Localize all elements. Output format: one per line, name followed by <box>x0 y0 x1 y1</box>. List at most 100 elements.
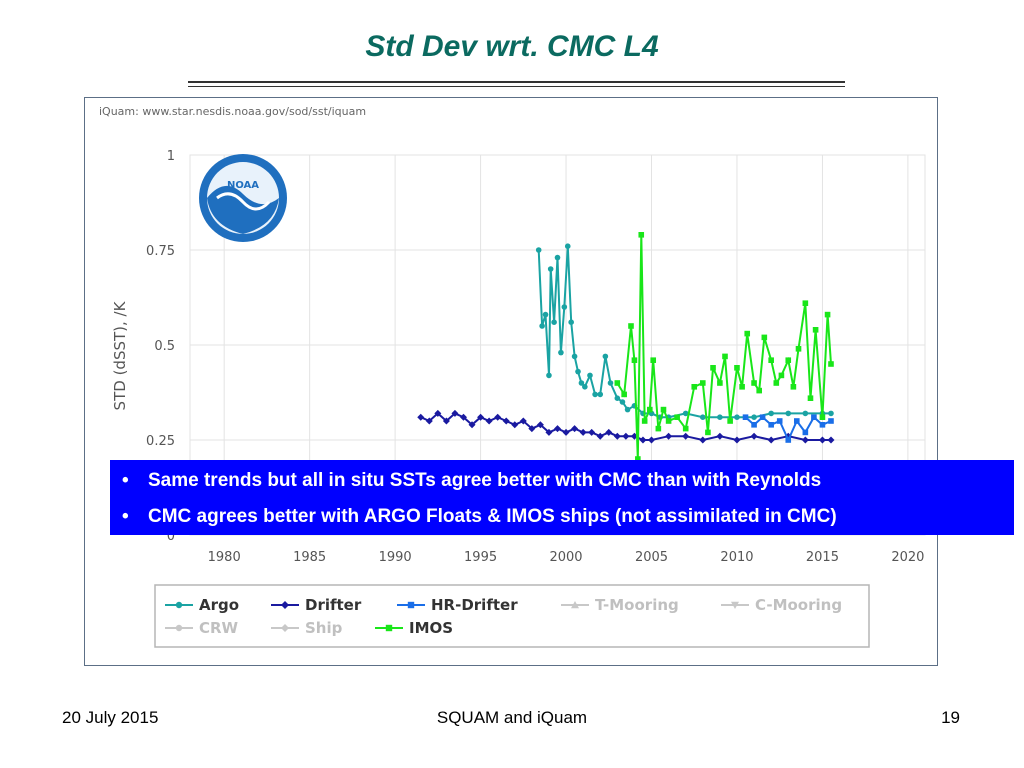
data-point <box>575 368 581 375</box>
data-point <box>828 418 834 424</box>
data-point <box>785 410 792 417</box>
legend-label: T-Mooring <box>595 596 679 614</box>
data-point <box>425 417 433 425</box>
data-point <box>614 395 621 402</box>
data-point <box>682 425 689 432</box>
data-point <box>485 417 493 425</box>
data-point <box>674 414 680 420</box>
data-point <box>536 421 544 429</box>
data-point <box>802 410 809 417</box>
data-point <box>717 414 723 421</box>
data-point <box>807 395 814 401</box>
legend-label: Ship <box>305 619 343 637</box>
data-point <box>562 428 570 436</box>
y-tick-label: 0 <box>167 529 175 544</box>
data-point <box>564 243 571 249</box>
data-point <box>761 334 768 341</box>
legend-item: Argo <box>165 596 239 614</box>
data-point <box>739 384 745 390</box>
series-imos <box>614 232 834 462</box>
data-point <box>468 421 476 429</box>
legend-item: Ship <box>271 619 343 637</box>
data-point <box>519 417 527 425</box>
legend-item: HR-Drifter <box>397 596 518 614</box>
x-tick-label: 1980 <box>208 550 241 565</box>
legend-item: Drifter <box>271 596 362 614</box>
data-point <box>742 414 749 420</box>
data-point <box>635 456 641 462</box>
data-point <box>751 380 757 386</box>
data-point <box>614 380 621 386</box>
data-point <box>824 311 831 318</box>
noaa-logo-text: NOAA <box>227 180 259 191</box>
y-tick-label: 1 <box>167 149 175 164</box>
legend-marker <box>175 601 183 609</box>
data-point <box>561 304 568 310</box>
data-point <box>819 422 826 428</box>
data-point <box>546 372 552 379</box>
legend-marker <box>175 624 183 632</box>
data-point <box>768 357 774 363</box>
legend-item: C-Mooring <box>721 596 842 614</box>
legend-marker <box>407 601 415 609</box>
data-point <box>417 413 425 421</box>
data-point <box>818 436 826 444</box>
data-point <box>750 432 758 440</box>
data-point <box>494 413 502 421</box>
data-point <box>597 391 604 398</box>
data-point <box>535 247 542 253</box>
bullet-text: Same trends but all in situ SSTs agree b… <box>148 470 822 491</box>
legend-marker <box>281 624 289 632</box>
data-point <box>571 353 578 360</box>
data-point <box>558 349 564 356</box>
data-point <box>542 311 549 318</box>
data-point <box>790 384 797 390</box>
data-point <box>768 422 774 428</box>
data-point <box>778 372 785 379</box>
legend-item: T-Mooring <box>561 596 679 614</box>
data-point <box>596 432 604 440</box>
data-point <box>641 418 648 424</box>
data-point <box>828 410 834 417</box>
title-rule-top <box>188 81 845 83</box>
data-point <box>776 418 783 424</box>
y-tick-label: 0.75 <box>146 244 175 259</box>
noaa-logo-icon: NOAA <box>199 154 287 242</box>
data-point <box>605 428 613 436</box>
footer-title: SQUAM and iQuam <box>436 708 588 727</box>
data-point <box>528 425 536 433</box>
legend-label: Argo <box>199 596 239 614</box>
data-point <box>734 365 740 371</box>
bullet-box: • Same trends but all in situ SSTs agree… <box>110 460 1014 535</box>
data-point <box>622 432 630 440</box>
x-tick-label: 2020 <box>891 550 924 565</box>
data-point <box>579 428 587 436</box>
data-point <box>722 353 728 360</box>
y-tick-label: 0.5 <box>154 339 175 354</box>
legend-item: CRW <box>165 619 239 637</box>
data-point <box>502 417 510 425</box>
series-argo <box>535 243 834 421</box>
data-point <box>434 409 442 417</box>
data-point <box>811 414 817 420</box>
legend-label: Drifter <box>305 596 362 614</box>
data-point <box>477 413 485 421</box>
data-point <box>442 417 450 425</box>
data-point <box>716 432 724 440</box>
data-point <box>710 365 716 371</box>
legend-label: C-Mooring <box>755 596 842 614</box>
bullet-text: CMC agrees better with ARGO Floats & IMO… <box>148 506 837 527</box>
bullet-dot: • <box>122 506 129 527</box>
data-point <box>744 330 751 337</box>
page-number: 19 <box>941 708 960 727</box>
data-point <box>768 410 774 417</box>
data-point <box>705 429 711 436</box>
data-point <box>621 391 627 398</box>
data-point <box>545 428 553 436</box>
legend-label: IMOS <box>409 619 453 637</box>
data-point <box>624 406 631 413</box>
data-point <box>691 384 698 390</box>
data-point <box>699 436 707 444</box>
data-point <box>511 421 519 429</box>
data-point <box>568 319 574 325</box>
